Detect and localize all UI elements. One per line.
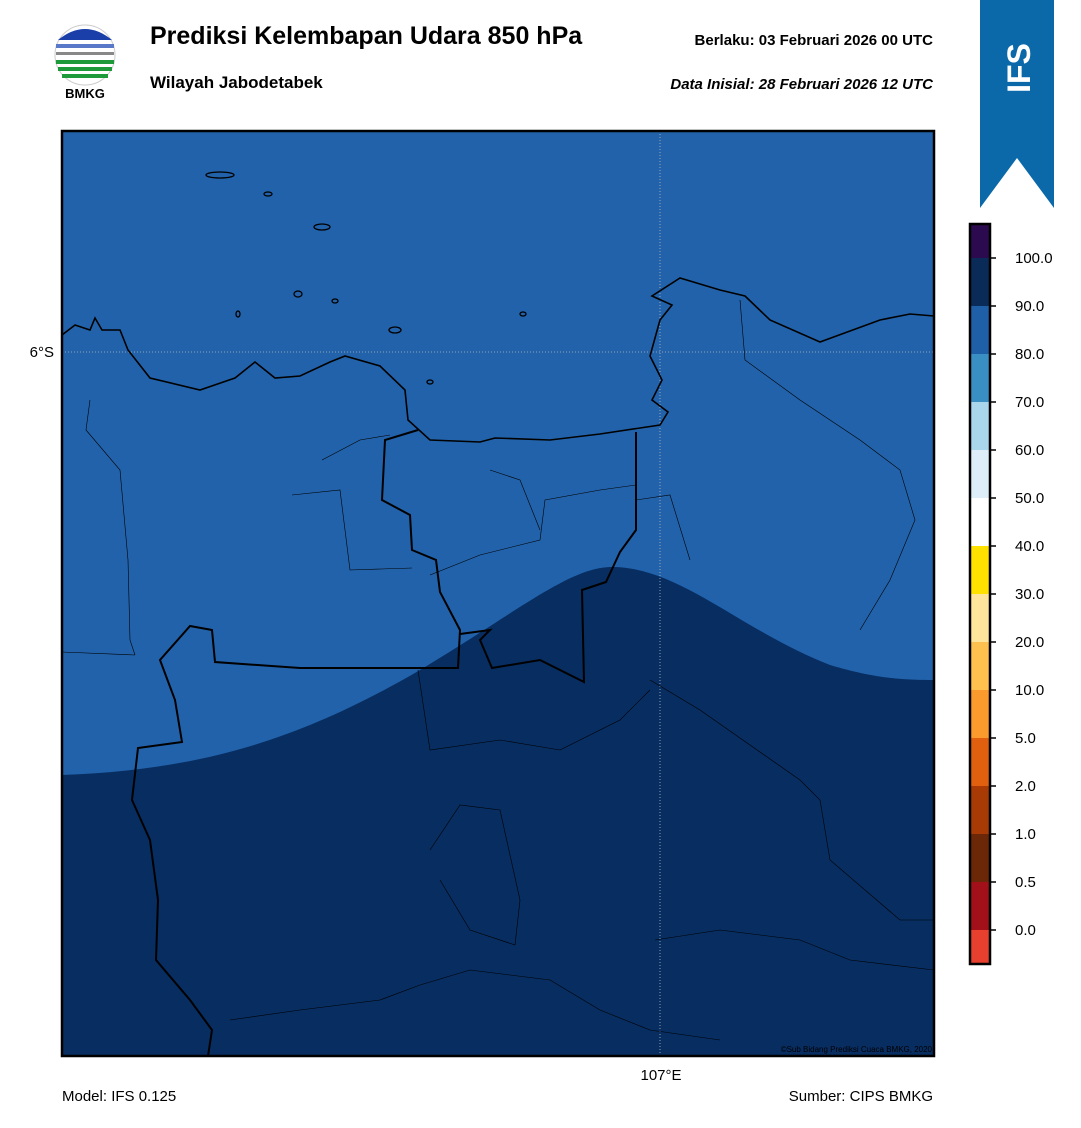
- colorbar-label: 70.0: [1015, 394, 1044, 411]
- colorbar-label: 0.0: [1015, 922, 1036, 939]
- colorbar-swatch: [970, 882, 990, 930]
- map: 6°S 107°E ©Sub Bidang Prediksi Cuaca BMK…: [30, 129, 936, 1084]
- colorbar-label: 80.0: [1015, 346, 1044, 363]
- credit: ©Sub Bidang Prediksi Cuaca BMKG, 2020: [781, 1045, 933, 1054]
- colorbar-swatch: [970, 546, 990, 594]
- colorbar-label: 40.0: [1015, 538, 1044, 555]
- colorbar-swatch: [970, 738, 990, 786]
- badge: [980, 0, 1054, 208]
- colorbar-label: 90.0: [1015, 298, 1044, 315]
- badge-text: IFS: [1001, 43, 1037, 93]
- init-time: Data Inisial: 28 Februari 2026 12 UTC: [670, 76, 934, 93]
- colorbar-swatch: [970, 498, 990, 546]
- subtitle: Wilayah Jabodetabek: [150, 73, 323, 92]
- title: Prediksi Kelembapan Udara 850 hPa: [150, 22, 583, 50]
- colorbar-swatch: [970, 258, 990, 306]
- colorbar-swatch: [970, 690, 990, 738]
- colorbar-swatch: [970, 354, 990, 402]
- colorbar-label: 10.0: [1015, 682, 1044, 699]
- logo-text: BMKG: [65, 86, 105, 101]
- colorbar-swatch: [970, 402, 990, 450]
- colorbar-swatch: [970, 930, 990, 964]
- colorbar-label: 5.0: [1015, 730, 1036, 747]
- colorbar-swatch: [970, 224, 990, 258]
- colorbar-label: 100.0: [1015, 250, 1053, 267]
- lon-label: 107°E: [640, 1067, 681, 1084]
- colorbar-label: 1.0: [1015, 826, 1036, 843]
- source: Sumber: CIPS BMKG: [789, 1088, 933, 1105]
- colorbar-label: 30.0: [1015, 586, 1044, 603]
- colorbar-swatch: [970, 786, 990, 834]
- colorbar: 100.0 90.0 80.0 70.0 60.0 50.0 40.0 30.0 20.0 10.…: [968, 222, 1053, 966]
- colorbar-swatch: [970, 642, 990, 690]
- valid-time: Berlaku: 03 Februari 2026 00 UTC: [695, 32, 934, 49]
- lat-label: 6°S: [30, 344, 54, 361]
- colorbar-label: 0.5: [1015, 874, 1036, 891]
- model: Model: IFS 0.125: [62, 1088, 176, 1105]
- colorbar-swatch: [970, 306, 990, 354]
- colorbar-label: 20.0: [1015, 634, 1044, 651]
- colorbar-swatch: [970, 834, 990, 882]
- colorbar-swatch: [970, 594, 990, 642]
- colorbar-swatch: [970, 450, 990, 498]
- colorbar-label: 50.0: [1015, 490, 1044, 507]
- colorbar-label: 2.0: [1015, 778, 1036, 795]
- colorbar-label: 60.0: [1015, 442, 1044, 459]
- logo: BMKG: [54, 24, 116, 101]
